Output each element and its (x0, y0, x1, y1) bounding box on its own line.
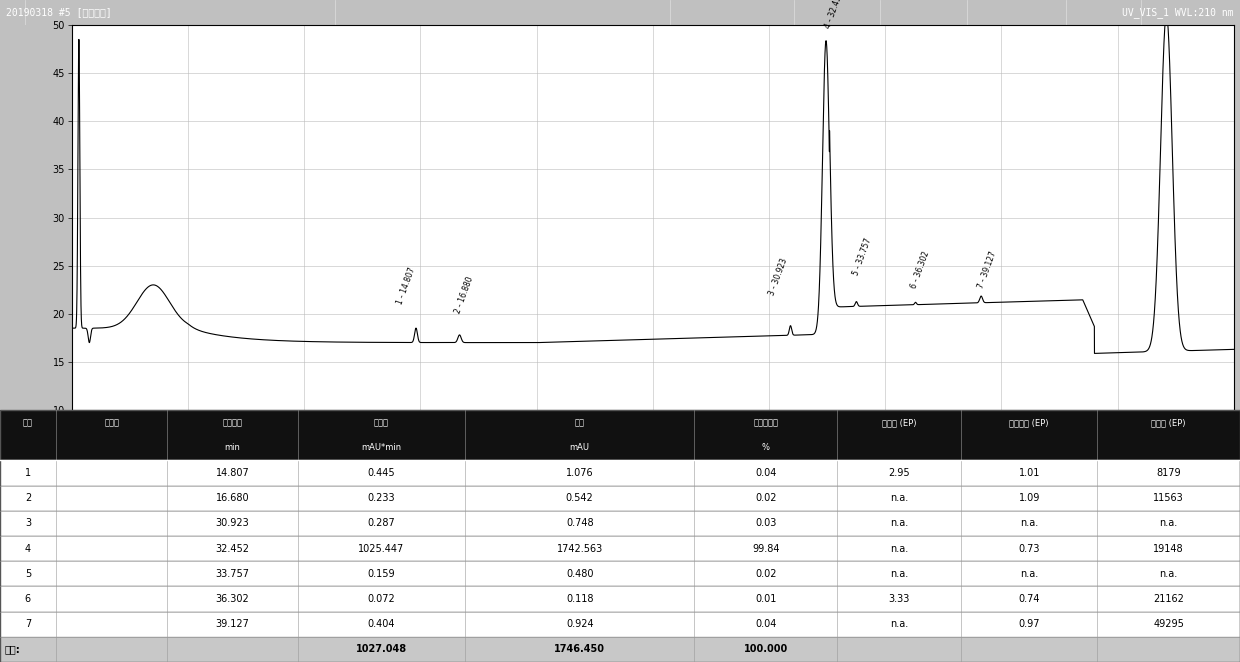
Bar (0, 536, 1240, 561)
Text: n.a.: n.a. (1021, 518, 1038, 528)
Text: mAU*min: mAU*min (361, 444, 402, 452)
Text: 19148: 19148 (1153, 544, 1184, 553)
Text: 1: 1 (25, 468, 31, 478)
Text: 6: 6 (25, 594, 31, 604)
Text: 1025.447: 1025.447 (358, 544, 404, 553)
Text: 6 - 36.302: 6 - 36.302 (909, 250, 931, 290)
Text: min: min (224, 444, 241, 452)
Text: 11563: 11563 (1153, 493, 1184, 503)
Text: 1746.450: 1746.450 (554, 644, 605, 655)
Text: 0.159: 0.159 (367, 569, 396, 579)
Text: UV_VIS_1 WVL:210 nm: UV_VIS_1 WVL:210 nm (1122, 7, 1234, 18)
Text: n.a.: n.a. (1159, 518, 1178, 528)
Text: 100.000: 100.000 (744, 644, 787, 655)
Text: 33.757: 33.757 (216, 569, 249, 579)
Text: 14.807: 14.807 (216, 468, 249, 478)
Text: 0.02: 0.02 (755, 493, 776, 503)
Text: 8179: 8179 (1157, 468, 1180, 478)
Text: 16.680: 16.680 (216, 493, 249, 503)
Text: n.a.: n.a. (890, 569, 908, 579)
Text: 序号: 序号 (22, 418, 33, 427)
Text: 2.95: 2.95 (888, 468, 910, 478)
Text: 不对称度 (EP): 不对称度 (EP) (1009, 418, 1049, 427)
Text: 3: 3 (25, 518, 31, 528)
Bar (0, 410, 1240, 460)
Text: 7: 7 (25, 619, 31, 629)
Text: 峰面积: 峰面积 (373, 418, 389, 427)
Text: 36.302: 36.302 (216, 594, 249, 604)
Text: 0.03: 0.03 (755, 518, 776, 528)
Text: 0.97: 0.97 (1018, 619, 1040, 629)
Text: 1.076: 1.076 (565, 468, 594, 478)
Text: 0.748: 0.748 (565, 518, 594, 528)
Text: 0.73: 0.73 (1018, 544, 1040, 553)
Text: n.a.: n.a. (890, 493, 908, 503)
Text: n.a.: n.a. (890, 619, 908, 629)
Bar (0, 612, 1240, 637)
Text: 峰名称: 峰名称 (104, 418, 119, 427)
Text: 0.74: 0.74 (1018, 594, 1040, 604)
Bar (0, 486, 1240, 511)
Text: 0.287: 0.287 (367, 518, 396, 528)
Text: 0.404: 0.404 (367, 619, 396, 629)
Text: 0.445: 0.445 (367, 468, 396, 478)
Text: 5 - 33.757: 5 - 33.757 (851, 238, 873, 277)
Text: 49295: 49295 (1153, 619, 1184, 629)
Text: n.a.: n.a. (1021, 569, 1038, 579)
Text: 3.33: 3.33 (888, 594, 910, 604)
Text: 0.924: 0.924 (565, 619, 594, 629)
Text: 1.01: 1.01 (1018, 468, 1040, 478)
Text: 0.480: 0.480 (565, 569, 594, 579)
Text: 0.118: 0.118 (565, 594, 594, 604)
Text: 99.84: 99.84 (751, 544, 780, 553)
Text: 塔板数 (EP): 塔板数 (EP) (1152, 418, 1185, 427)
Bar (0, 460, 1240, 486)
Text: 21162: 21162 (1153, 594, 1184, 604)
Text: 分离度 (EP): 分离度 (EP) (882, 418, 916, 427)
Text: 20190318 #5 [手动积分]: 20190318 #5 [手动积分] (6, 7, 112, 17)
Text: 4: 4 (25, 544, 31, 553)
Text: 1 - 14.807: 1 - 14.807 (396, 267, 418, 306)
Text: 3 - 30.923: 3 - 30.923 (768, 257, 790, 297)
Text: 保留时间: 保留时间 (222, 418, 243, 427)
Bar (0, 561, 1240, 587)
Text: n.a.: n.a. (890, 544, 908, 553)
Text: 相对峰面积: 相对峰面积 (753, 418, 779, 427)
Text: 39.127: 39.127 (216, 619, 249, 629)
Text: 1027.048: 1027.048 (356, 644, 407, 655)
Text: 1742.563: 1742.563 (557, 544, 603, 553)
Text: n.a.: n.a. (890, 518, 908, 528)
Bar (0, 637, 1240, 662)
Bar (0, 511, 1240, 536)
Text: n.a.: n.a. (1159, 569, 1178, 579)
Text: 峰高: 峰高 (574, 418, 585, 427)
Text: 2 - 16.880: 2 - 16.880 (454, 275, 475, 314)
Text: 0.072: 0.072 (367, 594, 396, 604)
Text: 32.452: 32.452 (216, 544, 249, 553)
Text: 0.542: 0.542 (565, 493, 594, 503)
Text: 1.09: 1.09 (1018, 493, 1040, 503)
Text: 总和:: 总和: (5, 644, 21, 655)
Text: 5: 5 (25, 569, 31, 579)
Text: 7 - 39.127: 7 - 39.127 (977, 250, 998, 290)
Text: 4 - 32.452: 4 - 32.452 (823, 0, 846, 30)
Text: 30.923: 30.923 (216, 518, 249, 528)
Text: %: % (761, 444, 770, 452)
Text: 0.04: 0.04 (755, 468, 776, 478)
Bar (0, 587, 1240, 612)
Text: 0.233: 0.233 (367, 493, 396, 503)
Text: 0.02: 0.02 (755, 569, 776, 579)
Text: 0.04: 0.04 (755, 619, 776, 629)
Text: mAU: mAU (569, 444, 590, 452)
Text: 2: 2 (25, 493, 31, 503)
Text: 0.01: 0.01 (755, 594, 776, 604)
